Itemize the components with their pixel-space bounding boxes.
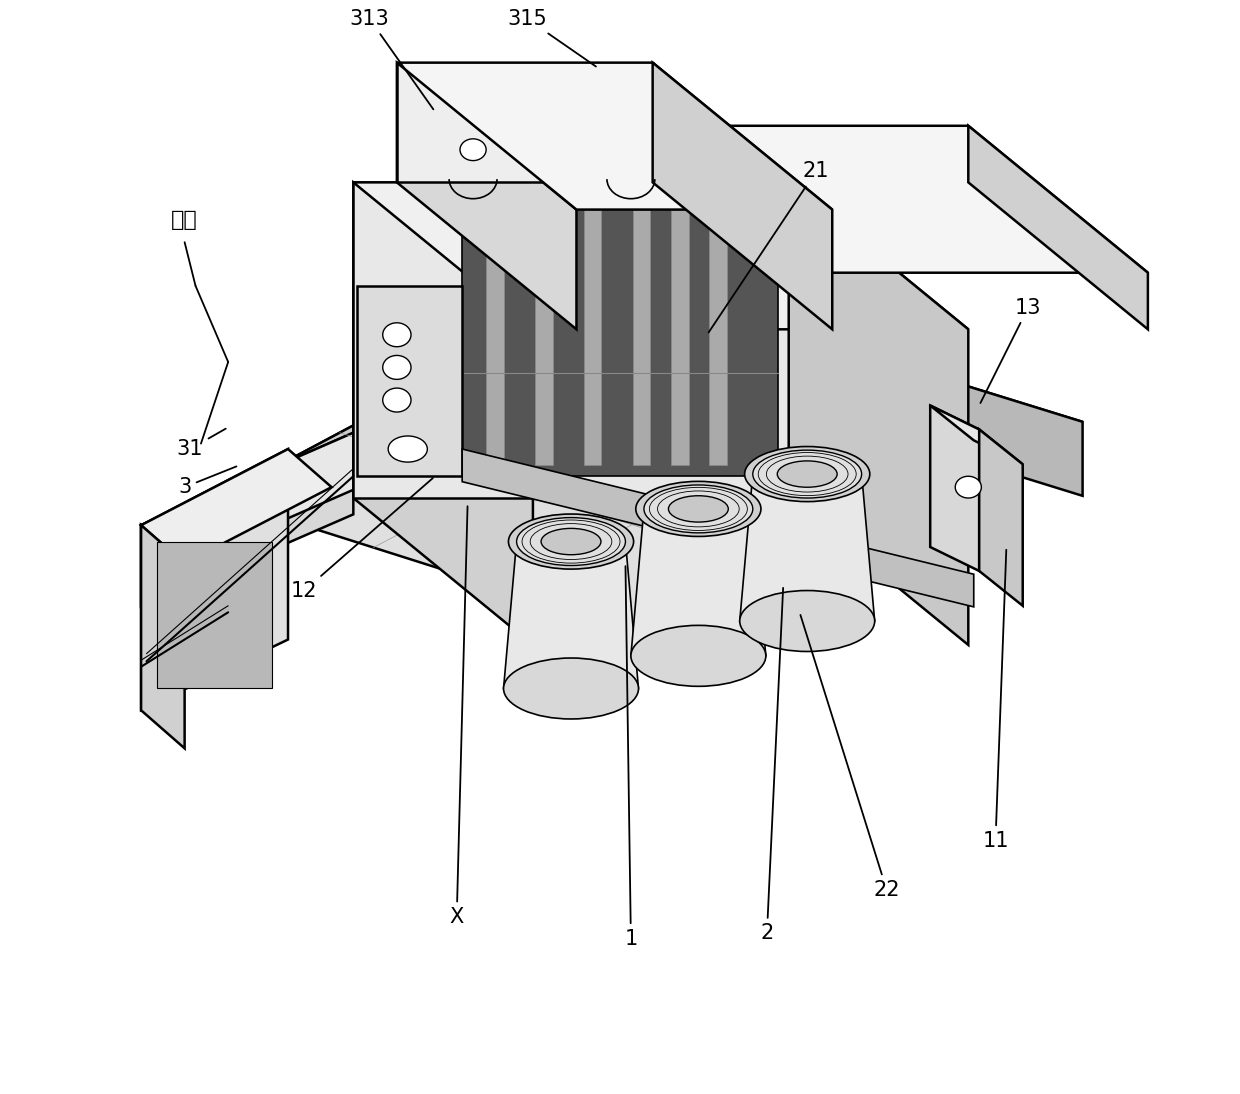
Polygon shape (141, 433, 397, 563)
Polygon shape (357, 286, 463, 476)
Polygon shape (463, 199, 777, 476)
Ellipse shape (503, 657, 639, 719)
Polygon shape (397, 62, 577, 329)
Polygon shape (631, 509, 766, 655)
Polygon shape (570, 280, 625, 362)
Text: 13: 13 (981, 298, 1042, 403)
Polygon shape (141, 433, 353, 607)
Text: 纱线: 纱线 (171, 210, 198, 231)
Polygon shape (217, 280, 1083, 640)
Polygon shape (671, 210, 688, 465)
Polygon shape (536, 210, 553, 465)
Ellipse shape (460, 139, 486, 161)
Polygon shape (503, 542, 639, 688)
Polygon shape (740, 474, 874, 621)
Polygon shape (930, 406, 1023, 464)
Ellipse shape (383, 356, 410, 380)
Polygon shape (634, 210, 651, 465)
Ellipse shape (636, 481, 761, 536)
Polygon shape (397, 62, 832, 210)
Polygon shape (217, 280, 625, 572)
Polygon shape (584, 210, 601, 465)
Polygon shape (652, 62, 832, 329)
Ellipse shape (753, 450, 862, 498)
Polygon shape (486, 210, 503, 465)
Polygon shape (353, 183, 968, 329)
Text: 313: 313 (350, 9, 433, 109)
Polygon shape (968, 126, 1148, 329)
Ellipse shape (740, 591, 874, 652)
Text: X: X (450, 507, 467, 927)
Ellipse shape (383, 323, 410, 347)
Polygon shape (141, 449, 288, 710)
Ellipse shape (383, 388, 410, 412)
Ellipse shape (508, 514, 634, 569)
Polygon shape (709, 210, 727, 465)
Text: 315: 315 (507, 9, 596, 67)
Ellipse shape (644, 485, 753, 533)
Polygon shape (789, 183, 968, 645)
Ellipse shape (955, 476, 981, 498)
Ellipse shape (388, 437, 428, 462)
Polygon shape (652, 126, 1148, 272)
Polygon shape (652, 126, 968, 183)
Text: 12: 12 (291, 478, 433, 601)
Ellipse shape (777, 461, 837, 487)
Polygon shape (353, 183, 533, 645)
Text: 11: 11 (982, 550, 1009, 851)
Polygon shape (141, 525, 185, 645)
Text: 2: 2 (760, 587, 784, 943)
Polygon shape (930, 406, 980, 571)
Text: 3: 3 (179, 466, 237, 497)
Polygon shape (141, 449, 331, 563)
Polygon shape (625, 280, 1083, 496)
Ellipse shape (745, 446, 869, 502)
Text: 21: 21 (708, 162, 830, 333)
Polygon shape (397, 62, 652, 183)
Ellipse shape (631, 626, 766, 686)
Polygon shape (463, 449, 973, 607)
Text: 22: 22 (801, 615, 900, 900)
Polygon shape (353, 183, 789, 498)
Ellipse shape (541, 528, 601, 555)
Text: 1: 1 (624, 566, 637, 948)
Polygon shape (157, 542, 272, 688)
Ellipse shape (517, 517, 625, 566)
Polygon shape (141, 525, 185, 748)
Polygon shape (980, 430, 1023, 606)
Text: 31: 31 (177, 429, 226, 459)
Ellipse shape (668, 496, 728, 522)
